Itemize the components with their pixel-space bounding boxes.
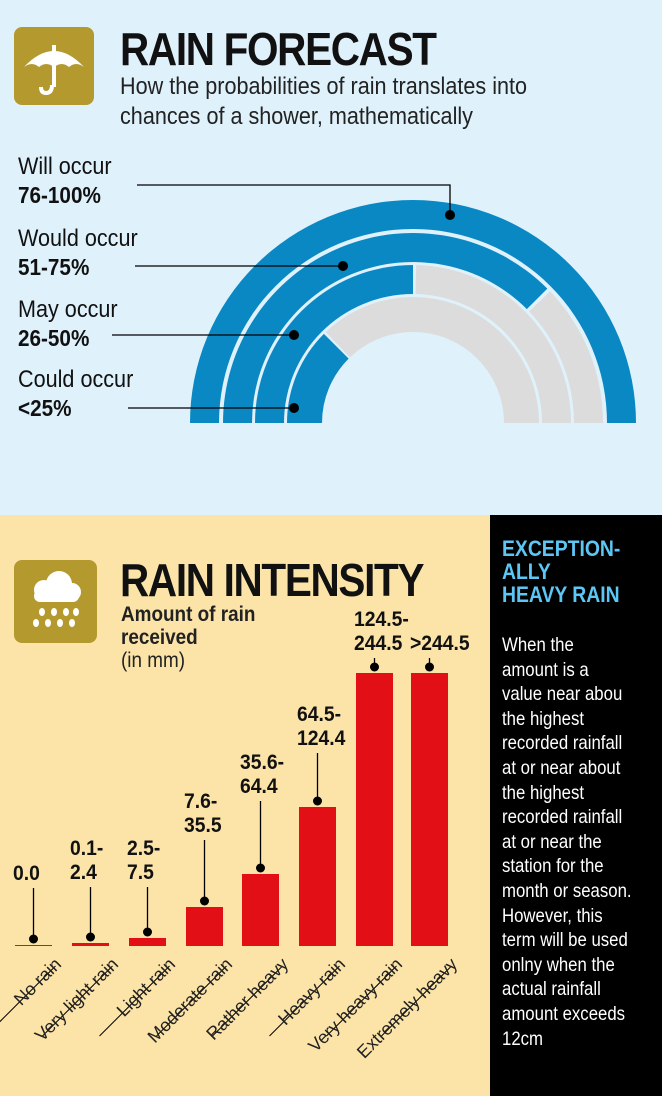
- value-label-line: 35.6-: [240, 751, 285, 774]
- value-label-line: >244.5: [409, 632, 470, 655]
- body-line: 12cm: [502, 1027, 544, 1050]
- level-label: May occur 26-50%: [18, 296, 118, 351]
- value-label-line: 2.5-: [127, 837, 161, 860]
- probability-arc-empty: [325, 297, 539, 423]
- category-underline: [42, 965, 113, 1037]
- probability-arc-filled: [255, 265, 413, 423]
- body-line: at or near about: [502, 756, 621, 779]
- value-dot: [313, 796, 322, 806]
- value-label-line: 124.5-: [354, 608, 409, 631]
- exceptionally-heavy-rain-panel: EXCEPTION- ALLY HEAVY RAIN When the amoun…: [490, 515, 662, 1096]
- umbrella-icon: [14, 27, 94, 105]
- body-line: onlny when the: [502, 953, 615, 976]
- panel-body: When the amount is a value near abou the hi…: [502, 633, 632, 1051]
- body-line: actual rainfall: [502, 978, 601, 1001]
- unit-label: (in mm): [121, 649, 186, 672]
- value-label-line: 7.6-: [184, 790, 218, 813]
- bar-very-light-rain: [72, 943, 109, 946]
- value-label: 0.1- 2.4: [70, 837, 103, 885]
- value-label-line: 0.0: [13, 862, 40, 885]
- rain-forecast-section: RAIN FORECAST How the probabilities of r…: [0, 0, 662, 515]
- level-label: Will occur 76-100%: [18, 153, 112, 208]
- value-dot: [370, 662, 379, 672]
- leader-dot: [289, 403, 299, 413]
- leader-dot: [445, 210, 455, 220]
- bar-moderate-rain: [186, 907, 223, 946]
- body-line: the highest: [502, 781, 585, 804]
- body-line: at or near the: [502, 830, 602, 853]
- probability-arc-empty: [415, 265, 571, 423]
- value-label: 64.5- 124.4: [297, 703, 345, 751]
- intensity-subtitle-line: Amount of rain: [121, 603, 256, 626]
- probability-arc-filled: [190, 200, 636, 423]
- leader-line: [137, 184, 451, 215]
- heading-line: EXCEPTION-: [502, 536, 621, 561]
- forecast-subtitle-line: How the probabilities of rain translates…: [120, 73, 528, 100]
- probability-arc-filled: [223, 232, 548, 423]
- value-label-line: 7.5: [127, 861, 154, 884]
- heading-line: ALLY: [502, 559, 551, 584]
- value-label-line: 64.4: [240, 775, 278, 798]
- category-underline: [326, 965, 397, 1037]
- level-label: Could occur <25%: [18, 366, 134, 421]
- body-line: However, this: [502, 904, 603, 927]
- value-dot: [29, 934, 38, 944]
- intensity-subtitle-line: received: [121, 626, 198, 649]
- rain-cloud-icon: [14, 560, 97, 643]
- category-underline: [269, 965, 340, 1037]
- bar-heavy-rain: [299, 807, 336, 946]
- category-underline: [381, 965, 452, 1037]
- value-label: 7.6- 35.5: [184, 790, 222, 838]
- body-line: amount exceeds: [502, 1002, 626, 1025]
- leader-dot: [289, 330, 299, 340]
- bar-no-rain: [15, 945, 52, 946]
- body-line: recorded rainfall: [502, 806, 623, 829]
- value-label-line: 0.1-: [70, 837, 104, 860]
- body-line: the highest: [502, 707, 585, 730]
- panel-heading: EXCEPTION- ALLY HEAVY RAIN: [502, 537, 620, 606]
- body-line: When the: [502, 634, 574, 656]
- bar-very-heavy-rain: [356, 673, 393, 946]
- value-label-line: 124.4: [297, 727, 346, 750]
- bar-rather-heavy: [242, 874, 279, 946]
- leader-dot: [338, 261, 348, 271]
- category-underline: [212, 965, 283, 1037]
- intensity-bar-chart: [0, 658, 452, 1037]
- value-label-line: 35.5: [184, 814, 222, 837]
- value-dot: [256, 863, 265, 873]
- probability-arcs: [112, 184, 636, 423]
- value-label: >244.5: [410, 632, 470, 656]
- forecast-title: RAIN FORECAST: [120, 23, 437, 75]
- body-line: month or season.: [502, 879, 632, 902]
- category-underline: [156, 965, 227, 1037]
- body-line: station for the: [502, 855, 604, 878]
- body-line: amount is a: [502, 658, 589, 681]
- value-label: 35.6- 64.4: [240, 751, 284, 799]
- bar-light-rain: [129, 938, 166, 946]
- value-label-line: 244.5: [354, 632, 403, 655]
- value-dot: [425, 662, 434, 672]
- category-underline: [99, 965, 170, 1037]
- level-label: Would occur 51-75%: [18, 225, 138, 280]
- probability-arc-filled: [287, 333, 349, 423]
- value-dot: [86, 932, 95, 942]
- body-line: recorded rainfall: [502, 732, 623, 755]
- value-label: 124.5- 244.5: [354, 608, 409, 656]
- body-line: value near abou: [502, 683, 623, 706]
- heading-line: HEAVY RAIN: [502, 582, 620, 607]
- value-label-line: 2.4: [70, 861, 97, 884]
- probability-arc-empty: [529, 291, 603, 423]
- value-dot: [143, 927, 152, 937]
- body-line: term will be used: [502, 929, 628, 952]
- category-underline: [0, 965, 56, 1023]
- value-label-line: 64.5-: [297, 703, 342, 726]
- forecast-subtitle-line: chances of a shower, mathematically: [120, 103, 473, 130]
- value-label: 2.5- 7.5: [127, 837, 160, 885]
- rain-intensity-section: RAIN INTENSITY Amount of rain received (…: [0, 515, 490, 1096]
- value-label: 0.0: [13, 862, 40, 886]
- bar-extremely-heavy: [411, 673, 448, 946]
- intensity-title: RAIN INTENSITY: [120, 554, 424, 606]
- value-dot: [200, 896, 209, 906]
